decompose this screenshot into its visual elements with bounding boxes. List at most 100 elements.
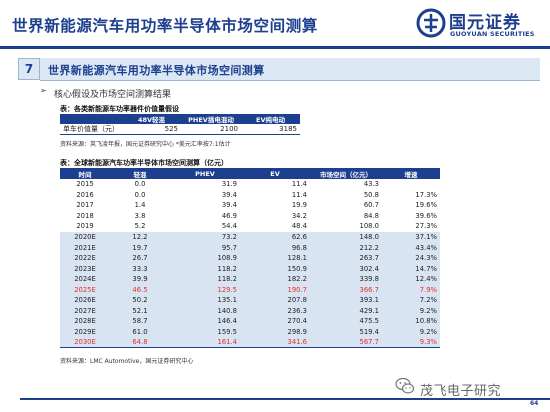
table2-cell: 519.4: [310, 326, 382, 338]
page-title: 世界新能源汽车用功率半导体市场空间测算: [12, 17, 318, 35]
logo-text-cn: 国元证券: [449, 13, 521, 33]
table2-cell: 9.3%: [382, 337, 440, 349]
table2-row: 2027E 52.1 140.8 236.3 429.1 9.2%: [60, 305, 440, 317]
table2-cell: 118.2: [170, 263, 240, 274]
table2-cell: 3.8: [134, 211, 146, 220]
table2-cell: 46.5: [110, 284, 170, 296]
table2-cell: 2027E: [60, 305, 110, 317]
table2-cell: 2022E: [60, 252, 110, 264]
table2-row: 2020E 12.2 73.2 62.6 148.0 37.1%: [60, 231, 440, 243]
table1-row: 单车价值量（元） 525 2100 3185: [60, 124, 300, 135]
table2-cell: 5.2: [134, 222, 146, 231]
table2-cell: 46.9: [221, 211, 237, 220]
header-divider: [0, 46, 550, 49]
table2-cell: 475.5: [310, 316, 382, 327]
table2-cell: 12.4%: [382, 273, 440, 285]
table2-cell: 366.7: [310, 284, 382, 296]
table2-cell: 108.0: [359, 222, 379, 231]
table2-cell: 27.3%: [415, 222, 437, 231]
footer-divider: [20, 398, 550, 400]
table2-cell: 393.1: [310, 295, 382, 306]
table2-cell: 2017: [76, 201, 94, 210]
table2-cell: 19.6%: [415, 201, 437, 210]
table2-cell: 43.4%: [382, 242, 440, 253]
table2-cell: 339.8: [310, 273, 382, 285]
table2-cell: 108.9: [170, 252, 240, 264]
table1-header: [60, 114, 122, 124]
table2-header: 市场空间（亿元）: [310, 168, 382, 179]
table2-cell: 9.2%: [382, 305, 440, 317]
table2-row: 2021E 19.7 95.7 96.8 212.2 43.4%: [60, 242, 440, 253]
bullet-text: 核心假设及市场空间测算结果: [54, 90, 172, 100]
table2-cell: 2023E: [60, 263, 110, 274]
table2-cell: 429.1: [310, 305, 382, 317]
section-title: 世界新能源汽车用功率半导体市场空间测算: [48, 64, 265, 77]
table2-cell: 302.4: [310, 263, 382, 274]
page-header: 世界新能源汽车用功率半导体市场空间测算 国元证券 GUOYUAN SECURIT…: [0, 0, 550, 48]
table2-cell: 37.1%: [382, 231, 440, 243]
table2-row: 2024E 39.9 118.2 182.2 339.8 12.4%: [60, 273, 440, 285]
table2-cell: 2015: [76, 180, 94, 189]
table2-row: 2025E 46.5 129.5 190.7 366.7 7.9%: [60, 284, 440, 296]
table2-cell: 48.4: [291, 222, 307, 231]
table2-cell: 54.4: [221, 222, 237, 231]
table2-cell: 2019: [76, 222, 94, 231]
table2-row: 2026E 50.2 135.1 207.8 393.1 7.2%: [60, 295, 440, 306]
table2-cell: 270.4: [240, 316, 310, 327]
table2-cell: 11.4: [291, 180, 307, 189]
table2-cell: 2020E: [60, 231, 110, 243]
table2-cell: 567.7: [310, 337, 382, 349]
table2-cell: 39.9: [110, 273, 170, 285]
table2-cell: 50.2: [110, 295, 170, 306]
table2-cell: 2016: [76, 190, 94, 199]
table2-row: 2018 3.8 46.9 34.2 84.8 39.6%: [60, 211, 440, 222]
table2-cell: 2029E: [60, 326, 110, 338]
table2-cell: 9.2%: [382, 326, 440, 338]
table2-cell: 43.3: [363, 180, 379, 189]
table2-cell: 34.2: [291, 211, 307, 220]
wechat-icon: [395, 377, 415, 394]
table2-row: 2028E 58.7 146.4 270.4 475.5 10.8%: [60, 316, 440, 327]
table2-cell: 236.3: [240, 305, 310, 317]
value-assumption-table: 48V轻混 PHEV插电混动 EV纯电动 单车价值量（元） 525 2100 3…: [60, 114, 300, 135]
table2-cell: 182.2: [240, 273, 310, 285]
table2-cell: 148.0: [310, 231, 382, 243]
table2-header: PHEV: [170, 168, 240, 179]
table2-cell: 17.3%: [415, 190, 437, 199]
table2-cell: 19.7: [110, 242, 170, 253]
section-divider: [40, 80, 540, 81]
table2-cell: 128.1: [240, 252, 310, 264]
table2-cell: 7.2%: [382, 295, 440, 306]
table2-cell: 39.4: [221, 190, 237, 199]
company-logo: 国元证券 GUOYUAN SECURITIES: [416, 8, 546, 44]
table2-cell: 14.7%: [382, 263, 440, 274]
table2-cell: 50.8: [363, 190, 379, 199]
table2-cell: 52.1: [110, 305, 170, 317]
table1-cell: 3185: [241, 124, 300, 135]
watermark-text: 茂飞电子研究: [420, 384, 502, 399]
table1-header: PHEV插电混动: [181, 114, 241, 124]
table2-cell: 95.7: [170, 242, 240, 253]
table2-cell: 84.8: [363, 211, 379, 220]
table2-cell: 190.7: [240, 284, 310, 296]
table2-cell: 11.4: [291, 190, 307, 199]
table2-cell: 31.9: [221, 180, 237, 189]
table2-cell: 24.3%: [382, 252, 440, 264]
table2-cell: 2024E: [60, 273, 110, 285]
table2-cell: 61.0: [110, 326, 170, 338]
table2-cell: 1.4: [134, 201, 146, 210]
section-bar: [40, 58, 540, 80]
table2-row: 2017 1.4 39.4 19.9 60.7 19.6%: [60, 200, 440, 211]
table2-cell: 129.5: [170, 284, 240, 296]
table2-cell: 0.0: [134, 180, 146, 189]
logo-text-en: GUOYUAN SECURITIES: [450, 30, 535, 38]
table2-cell: 39.4: [221, 201, 237, 210]
table2-cell: 60.7: [363, 201, 379, 210]
table2-cell: 33.3: [110, 263, 170, 274]
table2-cell: 10.8%: [382, 316, 440, 327]
table2-row: 2023E 33.3 118.2 150.9 302.4 14.7%: [60, 263, 440, 274]
table2-cell: 212.2: [310, 242, 382, 253]
table2-cell: 146.4: [170, 316, 240, 327]
table2-cell: 39.6%: [415, 211, 437, 220]
table2-cell: 207.8: [240, 295, 310, 306]
